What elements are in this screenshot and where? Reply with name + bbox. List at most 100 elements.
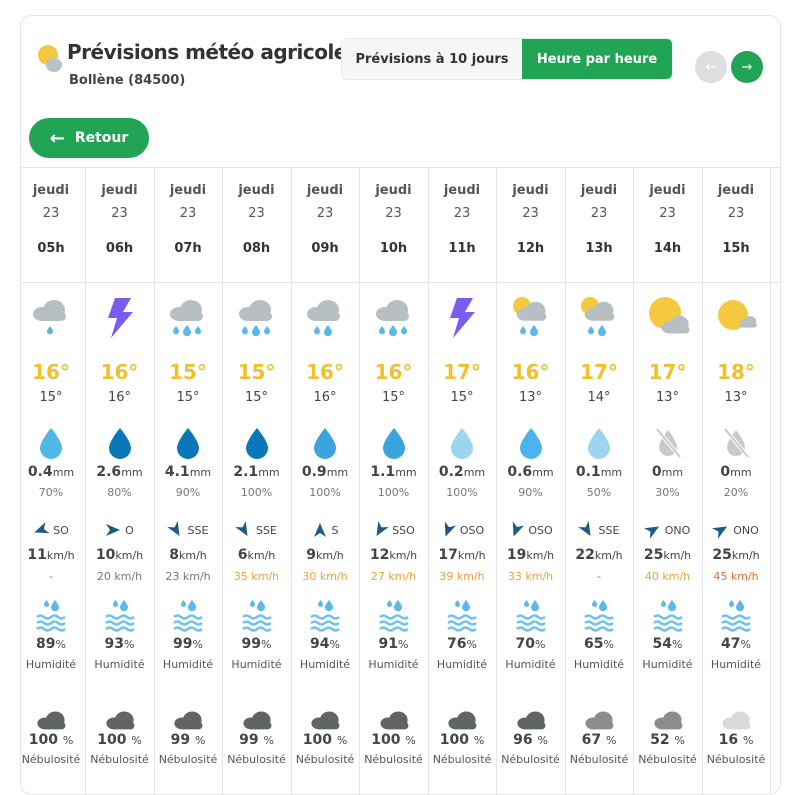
temp-min: 15° xyxy=(39,390,63,405)
wind-speed: 11km/h xyxy=(27,547,75,563)
hour-column: jeudi 23 06h 16° 16° 2.6mm 80% O 10km/h … xyxy=(86,168,155,794)
cloud-icon xyxy=(428,708,496,732)
page-title: Prévisions météo agricole xyxy=(67,40,347,64)
hour-column: jeudi 23 13h 17° 14° 0.1mm 50% SSE 22km/… xyxy=(565,168,634,794)
wind-arrow-icon xyxy=(577,520,591,537)
cloud-rain-icon xyxy=(223,296,291,342)
arrow-left-icon: ← xyxy=(49,127,65,149)
sun-cloud-rain-icon xyxy=(565,296,633,342)
temp-max: 16° xyxy=(32,360,70,384)
tab-ten-days[interactable]: Prévisions à 10 jours xyxy=(342,39,522,79)
cloud-icon xyxy=(154,708,222,732)
cloud-icon xyxy=(634,708,702,732)
wind-gust: 39 km/h xyxy=(439,570,485,583)
rain-amount: 2.6mm xyxy=(96,464,143,480)
wind-arrow-icon xyxy=(34,521,50,534)
wind-gust: 23 km/h xyxy=(165,570,211,583)
wind-arrow-icon xyxy=(444,521,456,537)
hour-column: jeudi 23 15h 18° 13° 0mm 20% ONO 25km/h … xyxy=(702,168,771,794)
wind-gust: 35 km/h xyxy=(233,570,280,583)
hour-label: 13h xyxy=(585,241,613,256)
cloud-cover-label: Nébulosité xyxy=(706,753,766,766)
cloud-icon xyxy=(291,708,359,732)
wind-direction: SSO xyxy=(360,520,428,538)
rain-amount: 0.2mm xyxy=(438,464,486,480)
humidity-icon xyxy=(702,600,770,632)
wind-gust: - xyxy=(49,570,53,583)
rain-amount: 0mm xyxy=(720,464,752,480)
wind-direction: S xyxy=(291,522,359,538)
humidity-icon xyxy=(360,600,428,632)
date-label: 23 xyxy=(522,206,539,221)
wind-arrow-icon xyxy=(313,523,326,537)
hourly-table: jeudi 23 05h 16° 15° 0.4mm 70% SO 11km/h… xyxy=(21,167,780,794)
hour-column: jeudi 23 05h 16° 15° 0.4mm 70% SO 11km/h… xyxy=(21,168,86,794)
cloud-icon xyxy=(223,708,291,732)
cloud-icon xyxy=(702,708,770,732)
sun-cloud-icon xyxy=(37,43,63,77)
rain-drop-icon xyxy=(21,426,85,460)
temp-max: 15° xyxy=(169,360,207,384)
rain-amount: 0mm xyxy=(651,464,684,480)
temp-max: 17° xyxy=(443,360,481,384)
wind-speed: 25km/h xyxy=(712,547,760,563)
cloud-cover-value: 100 % xyxy=(439,732,485,748)
humidity-value: 94% xyxy=(310,636,340,652)
cloud-icon xyxy=(21,708,85,732)
temp-min: 13° xyxy=(518,390,543,405)
wind-arrow-icon xyxy=(712,526,728,539)
hour-column: jeudi 23 07h 15° 15° 4.1mm 90% SSE 8km/h… xyxy=(154,168,223,794)
wind-speed: 9km/h xyxy=(306,547,344,563)
hour-label: 07h xyxy=(174,241,202,256)
wind-gust: 27 km/h xyxy=(370,570,417,583)
cloud-cover-value: 100 % xyxy=(371,732,416,748)
cloud-cover-label: Nébulosité xyxy=(90,753,149,766)
day-label: jeudi xyxy=(580,183,618,198)
humidity-value: 99% xyxy=(241,636,272,652)
wind-speed: 12km/h xyxy=(369,547,418,563)
humidity-value: 99% xyxy=(173,636,203,652)
humidity-label: Humidité xyxy=(710,658,762,671)
humidity-value: 76% xyxy=(447,636,477,652)
hour-label: 11h xyxy=(448,241,476,256)
next-button[interactable]: → xyxy=(731,51,763,83)
day-label: jeudi xyxy=(32,183,70,198)
wind-direction: SO xyxy=(21,521,85,538)
wind-speed: 8km/h xyxy=(169,547,207,563)
date-label: 23 xyxy=(453,206,471,221)
tab-hourly[interactable]: Heure par heure xyxy=(522,39,672,79)
wind-direction: SSE xyxy=(154,520,222,538)
arrow-right-icon: → xyxy=(741,59,753,75)
rain-probability: 90% xyxy=(175,486,201,499)
temp-max: 16° xyxy=(306,360,344,384)
wind-direction: O xyxy=(86,522,154,538)
day-label: jeudi xyxy=(101,183,138,198)
date-label: 23 xyxy=(659,206,676,221)
sun-small-cloud-icon xyxy=(702,296,770,342)
back-label: Retour xyxy=(74,130,129,146)
rain-drop-icon xyxy=(428,426,496,460)
cloud-rain-light-icon xyxy=(21,296,85,342)
humidity-label: Humidité xyxy=(436,658,488,671)
cloud-icon xyxy=(86,708,154,732)
prev-button[interactable]: ← xyxy=(695,51,727,83)
cloud-icon xyxy=(360,708,428,732)
cloud-cover-label: Nébulosité xyxy=(158,753,218,766)
wind-direction: ONO xyxy=(702,522,770,539)
day-label: jeudi xyxy=(717,183,755,198)
cloud-cover-label: Nébulosité xyxy=(569,753,629,766)
temp-min: 14° xyxy=(587,390,611,405)
back-button[interactable]: ← Retour xyxy=(29,118,149,158)
rain-amount: 0.9mm xyxy=(301,464,349,480)
wind-gust: 40 km/h xyxy=(644,570,691,583)
wind-gust: 30 km/h xyxy=(302,570,348,583)
humidity-icon xyxy=(497,600,565,632)
rain-probability: 50% xyxy=(586,486,612,499)
temp-min: 16° xyxy=(313,390,337,405)
day-label: jeudi xyxy=(649,183,686,198)
cloud-icon xyxy=(497,708,565,732)
rain-drop-icon xyxy=(223,426,291,460)
temp-max: 15° xyxy=(237,360,276,384)
temp-min: 15° xyxy=(450,390,474,405)
wind-speed: 25km/h xyxy=(643,547,692,563)
